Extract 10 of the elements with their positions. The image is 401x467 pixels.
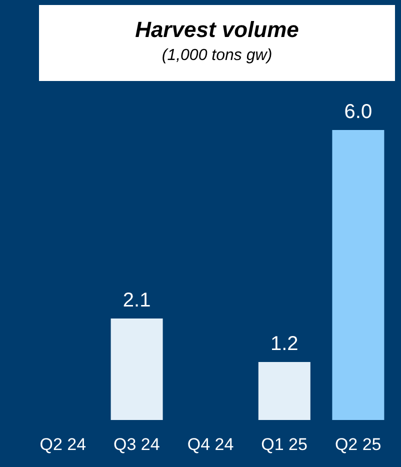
x-tick-label: Q4 24 xyxy=(187,435,234,454)
chart-subtitle: (1,000 tons gw) xyxy=(160,47,274,65)
x-tick-label: Q2 25 xyxy=(334,435,382,454)
x-tick-label: Q3 24 xyxy=(114,435,160,454)
x-tick-label: Q2 24 xyxy=(40,435,86,454)
chart-title: Harvest volume xyxy=(134,17,300,43)
data-label: 2.1 xyxy=(122,290,151,312)
data-label: 1.2 xyxy=(270,333,298,355)
data-label: 6.0 xyxy=(344,101,372,123)
x-tick-label: Q1 25 xyxy=(261,435,308,454)
